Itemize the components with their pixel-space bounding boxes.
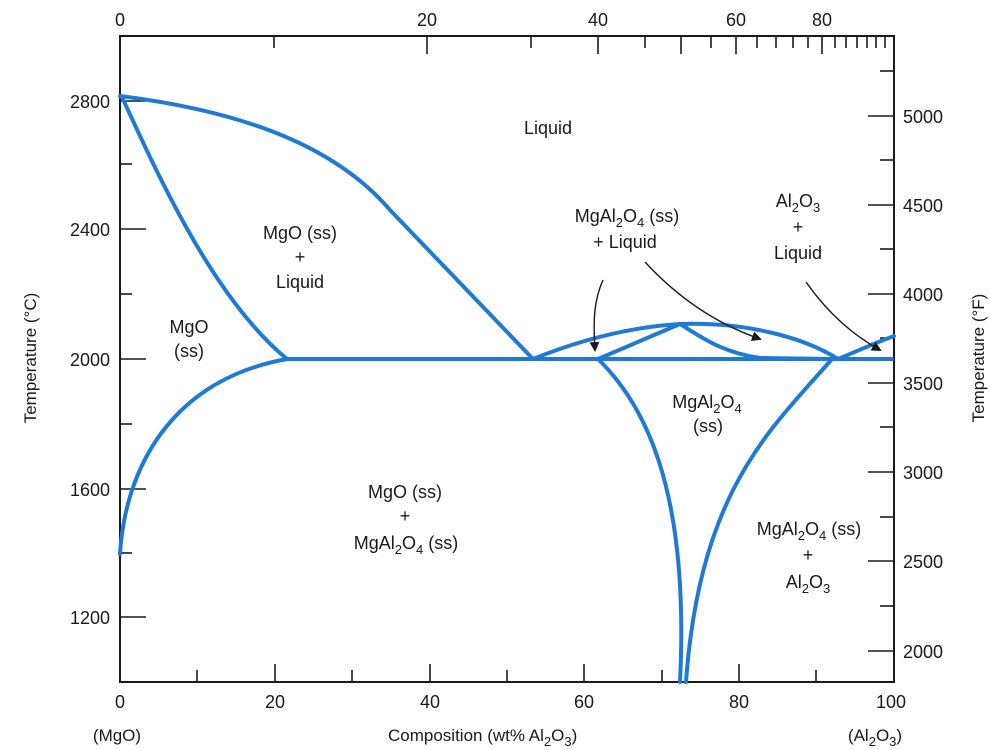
solvus-mgo bbox=[118, 357, 289, 556]
label-mgo-spinel: MgO (ss) + MgAl2O4 (ss) bbox=[354, 482, 459, 557]
label-line: + bbox=[803, 545, 814, 565]
left-tick-label: 1200 bbox=[70, 608, 110, 628]
bottom-tick-label: 100 bbox=[876, 692, 906, 712]
top-tick-labels: 0 20 40 60 80 bbox=[115, 10, 832, 30]
label-line: MgO (ss) bbox=[368, 482, 442, 502]
top-tick-label: 40 bbox=[588, 10, 608, 30]
label-line: Al2O3 bbox=[786, 572, 831, 596]
left-tick-label: 2800 bbox=[70, 92, 110, 112]
bottom-tick-label: 60 bbox=[574, 692, 594, 712]
right-tick-label: 5000 bbox=[903, 107, 943, 127]
label-line: (ss) bbox=[693, 416, 723, 436]
left-tick-marks bbox=[120, 100, 146, 618]
label-line: + Liquid bbox=[593, 232, 657, 252]
label-line: MgO (ss) bbox=[263, 223, 337, 243]
bottom-tick-label: 80 bbox=[729, 692, 749, 712]
right-tick-labels: 2000 2500 3000 3500 4000 4500 5000 bbox=[903, 107, 943, 662]
left-tick-label: 2000 bbox=[70, 350, 110, 370]
label-line: MgAl2O4 (ss) bbox=[575, 206, 680, 230]
label-spinel-liquid: MgAl2O4 (ss) + Liquid bbox=[575, 206, 680, 252]
spinel-solidus-right bbox=[678, 322, 834, 361]
label-line: (ss) bbox=[174, 341, 204, 361]
left-tick-labels: 1200 1600 2000 2400 2800 bbox=[70, 92, 110, 628]
right-tick-label: 4500 bbox=[903, 196, 943, 216]
bottom-tick-labels: 0 20 40 60 80 100 bbox=[115, 692, 906, 712]
right-tick-label: 4000 bbox=[903, 285, 943, 305]
label-line: Liquid bbox=[774, 243, 822, 263]
arrow-spinel-liquid-right bbox=[644, 261, 762, 342]
label-alumina-liquid: Al2O3 + Liquid bbox=[774, 191, 822, 263]
label-line: + bbox=[400, 506, 411, 526]
arrow-alumina-liquid bbox=[805, 281, 882, 351]
arrow-spinel-liquid-left bbox=[589, 279, 604, 352]
top-tick-label: 80 bbox=[812, 10, 832, 30]
label-line: MgAl2O4 (ss) bbox=[354, 533, 459, 557]
top-tick-label: 0 bbox=[115, 10, 125, 30]
liquidus-mgo bbox=[118, 94, 535, 361]
label-line: Liquid bbox=[276, 272, 324, 292]
spinel-solvus-left bbox=[596, 357, 684, 684]
spinel-solidus-left bbox=[596, 322, 682, 361]
label-line: Al2O3 bbox=[776, 191, 821, 215]
top-tick-label: 20 bbox=[417, 10, 437, 30]
right-axis-title: Temperature (°F) bbox=[969, 294, 988, 423]
spinel-solvus-right bbox=[684, 357, 834, 684]
right-tick-label: 3000 bbox=[903, 463, 943, 483]
right-tick-label: 2000 bbox=[903, 642, 943, 662]
label-line: + bbox=[793, 217, 804, 237]
label-spinel-alumina: MgAl2O4 (ss) + Al2O3 bbox=[757, 519, 862, 596]
left-axis-title: Temperature (°C) bbox=[21, 293, 40, 424]
left-tick-label: 1600 bbox=[70, 480, 110, 500]
right-tick-marks bbox=[868, 70, 894, 652]
bottom-tick-label: 40 bbox=[420, 692, 440, 712]
left-end-label: (MgO) bbox=[93, 726, 141, 745]
label-mgo-ss-liquid: MgO (ss) + Liquid bbox=[263, 223, 337, 292]
top-tick-marks bbox=[273, 36, 886, 54]
label-liquid: Liquid bbox=[524, 118, 572, 138]
label-line: MgO bbox=[169, 317, 208, 337]
right-end-label: (Al2O3) bbox=[848, 726, 902, 749]
bottom-tick-marks bbox=[196, 664, 817, 682]
top-tick-label: 60 bbox=[726, 10, 746, 30]
left-tick-label: 2400 bbox=[70, 220, 110, 240]
label-line: MgAl2O4 bbox=[672, 392, 742, 416]
label-spinel-ss: MgAl2O4 (ss) bbox=[672, 392, 742, 436]
label-line: + bbox=[295, 247, 306, 267]
phase-boundaries bbox=[118, 94, 896, 684]
label-line: MgAl2O4 (ss) bbox=[757, 519, 862, 543]
solidus-mgo bbox=[120, 95, 289, 361]
right-tick-label: 3500 bbox=[903, 374, 943, 394]
label-mgo-ss: MgO (ss) bbox=[169, 317, 208, 361]
bottom-tick-label: 0 bbox=[115, 692, 125, 712]
bottom-tick-label: 20 bbox=[265, 692, 285, 712]
right-tick-label: 2500 bbox=[903, 552, 943, 572]
bottom-axis-title: Composition (wt% Al2O3) bbox=[388, 726, 577, 749]
alumina-liquidus bbox=[836, 334, 896, 361]
